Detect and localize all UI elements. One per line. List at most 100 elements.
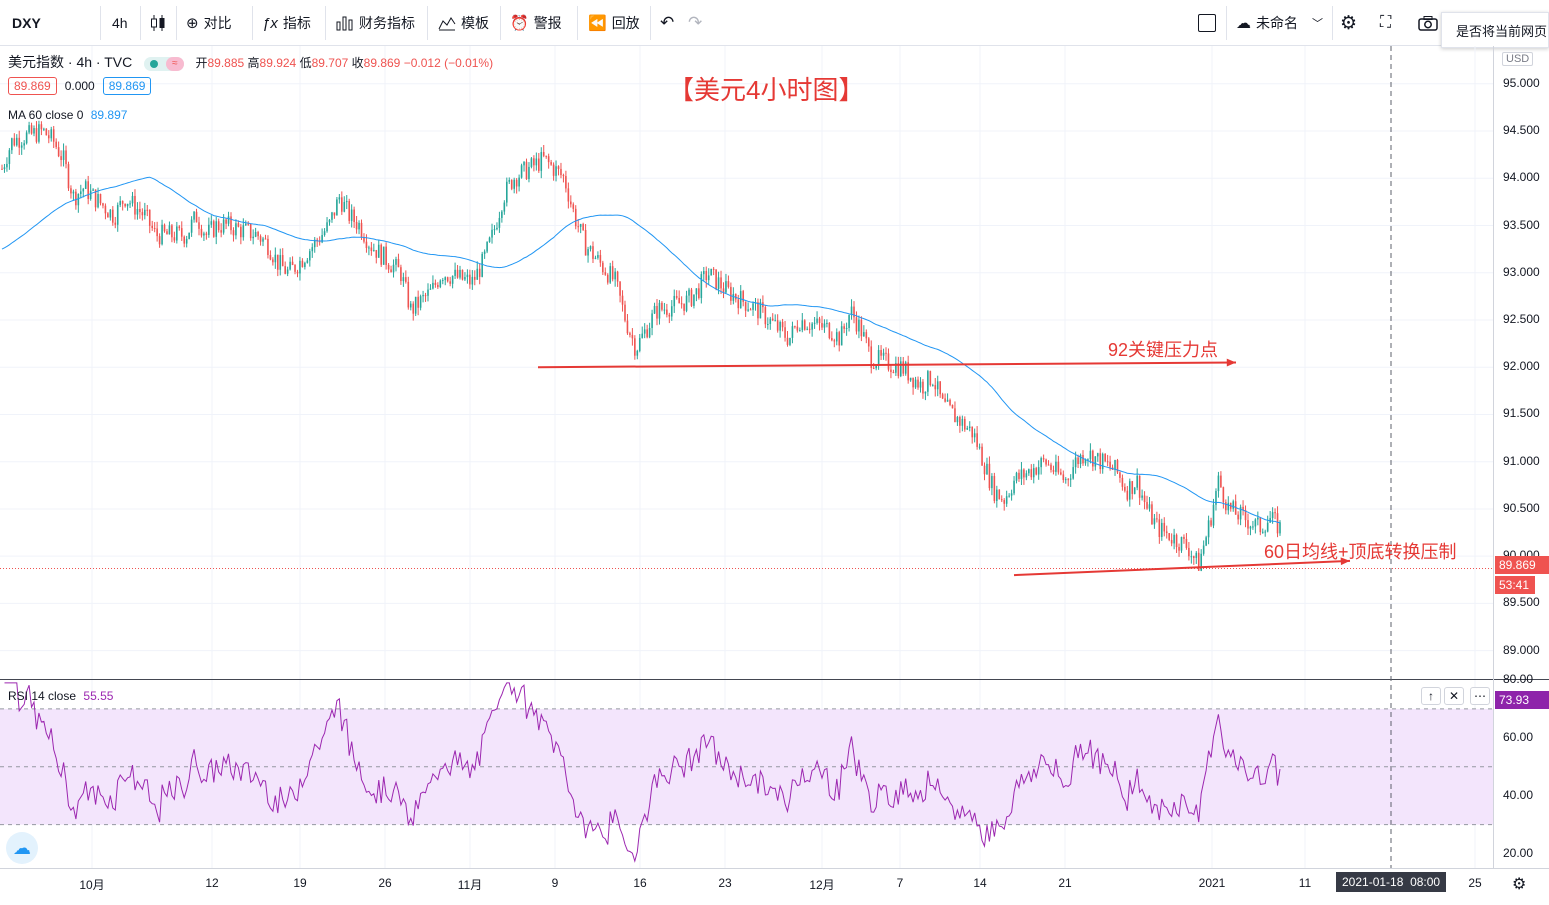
- candle-body: [991, 476, 993, 489]
- financials-label: 财务指标: [359, 15, 415, 31]
- candle-body: [927, 371, 929, 392]
- compare-button[interactable]: ⊕ 对比: [186, 0, 232, 46]
- candle-body: [65, 150, 67, 165]
- candle-body: [826, 322, 828, 324]
- compare-label: 对比: [203, 15, 232, 31]
- candle-body: [685, 295, 688, 311]
- candle-body: [309, 251, 311, 261]
- time-tick-label: 12月: [809, 878, 835, 892]
- ma-resistance-label[interactable]: 60日均线+顶底转换压制: [1264, 542, 1457, 562]
- candle-body: [624, 304, 626, 321]
- pane-settings-button[interactable]: ⋯: [1470, 687, 1490, 705]
- rsi-value: 55.55: [83, 689, 114, 703]
- indicators-button[interactable]: ƒx 指标: [262, 0, 311, 46]
- candle-body: [971, 426, 973, 438]
- candle-body: [55, 141, 57, 148]
- candle-body: [643, 329, 646, 334]
- annotation-drawings: [537, 358, 1351, 577]
- snapshot-button[interactable]: [1418, 0, 1438, 46]
- candle-body: [668, 314, 671, 317]
- chart-title-annotation[interactable]: 【美元4小时图】: [668, 75, 865, 105]
- candle-body: [144, 209, 146, 216]
- time-tick-label: 7: [896, 876, 904, 890]
- candle-body: [1079, 454, 1082, 465]
- candle-body: [1190, 556, 1193, 558]
- candle-body: [784, 327, 786, 338]
- candle-body: [43, 128, 45, 130]
- candle-body: [863, 332, 865, 337]
- interval-button[interactable]: 4h: [112, 0, 128, 46]
- candle-body: [752, 303, 754, 310]
- fullscreen-layout-button[interactable]: [1198, 0, 1216, 46]
- settings-button[interactable]: ⚙: [1340, 0, 1357, 46]
- candle-body: [176, 226, 178, 241]
- symbol-search-button[interactable]: DXY: [12, 0, 41, 46]
- bid-ask-row: 89.869 0.000 89.869: [8, 77, 159, 95]
- candle-body: [870, 346, 873, 368]
- candle-body: [1045, 459, 1047, 465]
- redo-button[interactable]: ↷: [688, 0, 702, 46]
- candle-body: [658, 302, 661, 319]
- layout-name-label: 未命名: [1256, 15, 1298, 31]
- financials-button[interactable]: 财务指标: [336, 0, 415, 46]
- candle-body: [1028, 469, 1030, 474]
- candle-body: [35, 128, 38, 142]
- candle-body: [835, 332, 838, 342]
- candle-body: [240, 226, 242, 238]
- undo-button[interactable]: ↶: [660, 0, 674, 46]
- candle-body: [1106, 461, 1109, 463]
- alert-button[interactable]: ⏰ 警报: [510, 0, 562, 46]
- candle-body: [244, 223, 247, 226]
- candle-body: [656, 305, 658, 319]
- candle-body: [858, 319, 860, 332]
- save-prompt-popup[interactable]: 是否将当前网页: [1441, 12, 1549, 48]
- status-dot-icon: [149, 59, 158, 68]
- candle-body: [1242, 506, 1244, 511]
- candle-body: [1092, 450, 1094, 467]
- chart-style-button[interactable]: [149, 0, 167, 46]
- last-price-tag: 89.869: [1495, 556, 1549, 574]
- ask-pill[interactable]: 89.869: [102, 77, 152, 95]
- resistance-label[interactable]: 92关键压力点: [1108, 340, 1219, 360]
- candle-body: [429, 288, 432, 290]
- price-tick-label: 89.000: [1503, 642, 1540, 657]
- candle-body: [1207, 520, 1210, 538]
- axis-settings-button[interactable]: ⚙: [1512, 874, 1526, 894]
- ma-legend[interactable]: MA 60 close 0 89.897: [8, 108, 127, 122]
- candle-body: [547, 156, 550, 163]
- fullscreen-button[interactable]: ⛶: [1380, 0, 1391, 46]
- candle-body: [249, 224, 252, 239]
- candle-body: [754, 302, 757, 304]
- candle-body: [931, 385, 934, 387]
- rsi-legend[interactable]: RSI 14 close 55.55: [8, 689, 113, 703]
- candle-body: [631, 334, 634, 339]
- delay-icon: ≈: [165, 56, 184, 71]
- tradingview-logo[interactable]: ☁: [6, 832, 38, 864]
- replay-button[interactable]: ⏪ 回放: [588, 0, 640, 46]
- price-tick-label: 91.000: [1503, 453, 1540, 468]
- bid-pill[interactable]: 89.869: [8, 77, 57, 95]
- price-tick-label: 95.000: [1503, 75, 1540, 90]
- interval-label: 4h: [112, 15, 128, 31]
- pane-close-button[interactable]: ✕: [1444, 687, 1464, 705]
- currency-label[interactable]: USD: [1502, 52, 1534, 66]
- candle-body: [464, 277, 466, 280]
- candle-body: [158, 236, 161, 245]
- candle-body: [289, 261, 291, 270]
- candle-body: [867, 338, 870, 347]
- layout-menu-button[interactable]: ☁ 未命名 ﹀: [1236, 0, 1323, 46]
- templates-button[interactable]: 模板: [438, 0, 489, 46]
- candle-body: [683, 303, 685, 311]
- square-icon: [1198, 14, 1216, 32]
- candle-body: [1232, 501, 1235, 509]
- undo-icon: ↶: [660, 13, 675, 32]
- candle-body: [1234, 501, 1237, 515]
- pane-maximize-button[interactable]: ↑: [1421, 687, 1441, 705]
- candle-body: [1052, 469, 1055, 472]
- candle-body: [742, 291, 744, 302]
- rsi-label: RSI 14 close: [8, 689, 77, 703]
- candle-body: [1037, 467, 1040, 475]
- candle-body: [550, 162, 552, 165]
- market-status-toggle[interactable]: ≈: [143, 56, 184, 71]
